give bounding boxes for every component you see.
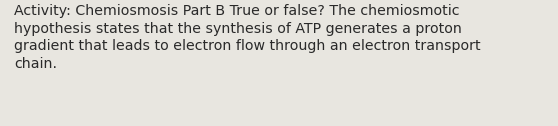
Text: Activity: Chemiosmosis Part B True or false? The chemiosmotic
hypothesis states : Activity: Chemiosmosis Part B True or fa… <box>14 4 480 71</box>
